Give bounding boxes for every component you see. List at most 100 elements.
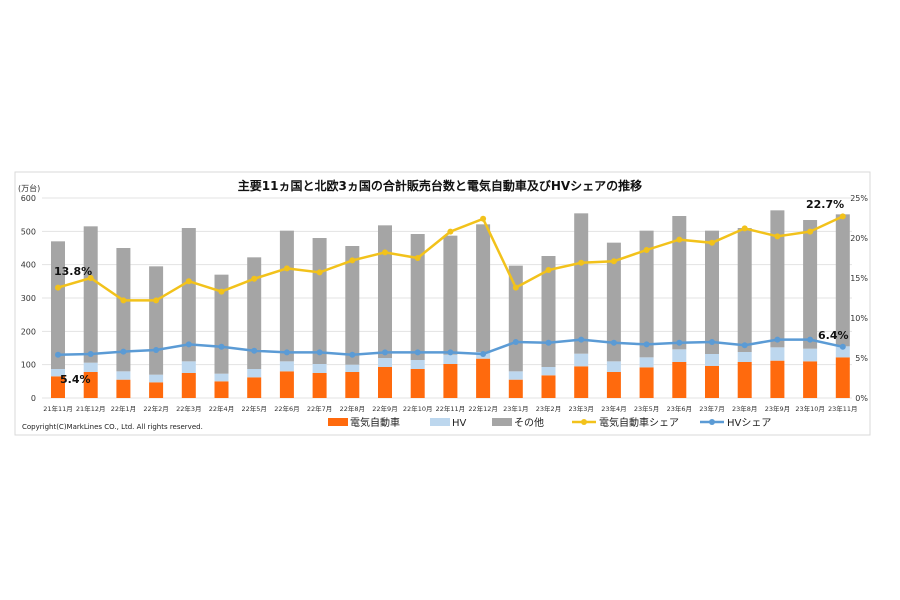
point-電気自動車シェア: [578, 259, 585, 266]
point-HVシェア: [120, 348, 127, 355]
legend-label: HVシェア: [727, 418, 771, 429]
bar-電気自動車: [116, 379, 131, 398]
y-tick-label: 400: [21, 261, 36, 270]
bar-電気自動車: [345, 372, 360, 398]
legend-swatch: [430, 418, 450, 426]
point-電気自動車シェア: [283, 265, 290, 272]
point-電気自動車シェア: [382, 249, 388, 256]
bar-電気自動車: [541, 375, 556, 398]
legend-label: 電気自動車シェア: [599, 416, 679, 429]
point-HVシェア: [251, 347, 258, 354]
point-電気自動車シェア: [741, 225, 748, 232]
annotation-ev-first: 13.8%: [54, 265, 92, 278]
x-tick-label: 23年5月: [634, 404, 659, 413]
bar-その他: [279, 230, 294, 362]
bar-HV: [770, 347, 785, 361]
point-電気自動車シェア: [185, 278, 192, 285]
bar-電気自動車: [606, 372, 621, 398]
annotation-hv-first: 5.4%: [60, 373, 91, 386]
x-tick-label: 23年8月: [732, 404, 757, 413]
x-tick-label: 22年9月: [372, 404, 397, 413]
x-tick-label: 22年5月: [241, 404, 266, 413]
point-電気自動車シェア: [120, 297, 127, 304]
point-電気自動車シェア: [774, 233, 781, 240]
y-tick-label: 500: [21, 227, 36, 236]
bar-その他: [149, 266, 164, 375]
point-HVシェア: [382, 349, 388, 356]
bar-その他: [443, 235, 458, 355]
y-tick-label: 600: [21, 194, 36, 203]
annotation-hv-last: 6.4%: [818, 329, 849, 342]
bar-その他: [574, 213, 589, 354]
bar-HV: [247, 369, 262, 378]
bar-その他: [639, 230, 654, 358]
bar-電気自動車: [410, 369, 425, 398]
bar-その他: [508, 265, 523, 372]
bar-その他: [803, 220, 818, 349]
legend-label: その他: [514, 416, 544, 429]
point-電気自動車シェア: [153, 297, 160, 304]
bar-電気自動車: [508, 379, 523, 398]
bar-HV: [737, 352, 752, 362]
point-HVシェア: [578, 336, 585, 343]
bar-電気自動車: [378, 367, 392, 398]
bar-その他: [835, 214, 850, 347]
bar-電気自動車: [835, 357, 850, 398]
legend-swatch: [328, 418, 348, 426]
point-電気自動車シェア: [414, 255, 421, 261]
bar-電気自動車: [803, 361, 818, 398]
x-tick-label: 22年1月: [111, 404, 136, 413]
point-HVシェア: [316, 349, 323, 356]
point-HVシェア: [709, 339, 715, 345]
x-tick-label: 22年8月: [340, 404, 365, 413]
bar-HV: [51, 369, 65, 377]
bar-その他: [410, 234, 425, 360]
x-tick-label: 22年6月: [274, 404, 299, 413]
bar-電気自動車: [476, 358, 491, 398]
bar-電気自動車: [312, 373, 327, 398]
bar-その他: [476, 224, 491, 352]
point-HVシェア: [741, 342, 748, 349]
point-HVシェア: [480, 351, 487, 357]
bar-HV: [279, 361, 294, 372]
legend-marker: [581, 419, 587, 425]
bar-その他: [312, 238, 327, 364]
point-電気自動車シェア: [807, 228, 814, 235]
bar-その他: [214, 274, 229, 374]
y-tick-label: 100: [21, 361, 36, 370]
point-電気自動車シェア: [643, 247, 650, 253]
bar-HV: [83, 362, 98, 372]
bar-電気自動車: [574, 366, 589, 398]
point-HVシェア: [283, 349, 290, 356]
y2-tick-label: 5%: [855, 354, 868, 363]
bar-その他: [51, 241, 65, 369]
bar-HV: [639, 357, 654, 368]
point-電気自動車シェア: [218, 288, 225, 295]
bar-HV: [410, 360, 425, 369]
x-tick-label: 23年11月: [828, 404, 858, 413]
bar-その他: [672, 216, 687, 350]
bar-その他: [378, 225, 392, 358]
bar-その他: [737, 228, 752, 352]
point-電気自動車シェア: [251, 275, 258, 282]
bar-HV: [705, 354, 719, 366]
bar-HV: [443, 354, 458, 364]
bar-その他: [345, 246, 360, 365]
y-axis-label: (万台): [18, 183, 40, 193]
point-電気自動車シェア: [610, 258, 617, 265]
point-HVシェア: [610, 339, 617, 346]
point-電気自動車シェア: [87, 275, 94, 281]
bar-HV: [606, 361, 621, 372]
point-HVシェア: [414, 349, 421, 356]
bar-HV: [541, 367, 556, 376]
point-電気自動車シェア: [839, 213, 846, 220]
y-tick-label: 0: [31, 394, 36, 403]
bar-電気自動車: [737, 362, 752, 398]
bar-電気自動車: [672, 362, 687, 398]
point-HVシェア: [807, 336, 814, 343]
point-電気自動車シェア: [512, 284, 519, 291]
bar-電気自動車: [181, 373, 196, 398]
chart-title: 主要11ヵ国と北欧3ヵ国の合計販売台数と電気自動車及びHVシェアの推移: [238, 178, 642, 193]
point-電気自動車シェア: [349, 257, 356, 264]
point-HVシェア: [55, 351, 61, 358]
